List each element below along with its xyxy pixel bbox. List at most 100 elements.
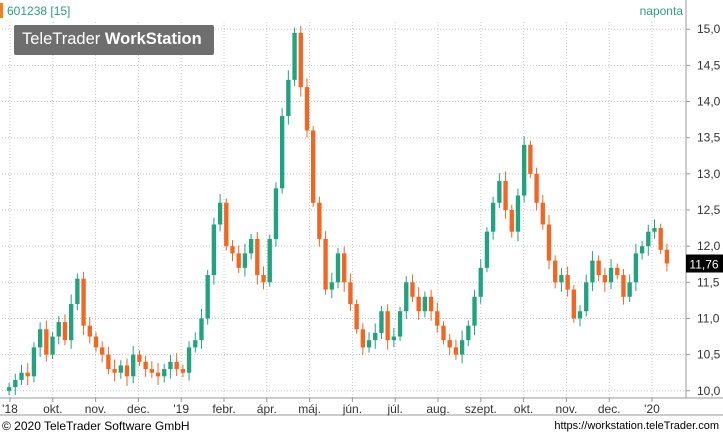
candle-body [565,275,570,290]
candle-body [174,361,179,370]
candle-body [553,260,558,283]
y-tick-label: 15,0 [697,22,721,36]
candle-body [56,322,61,337]
candle-body [25,372,30,377]
candle-body [6,387,12,391]
candle-body [199,318,204,341]
candle-body [205,275,210,319]
x-tick-label: szept. [465,402,497,416]
symbol-label[interactable]: 601238 [15] [7,4,71,18]
candle-body [217,202,223,225]
candle-body [416,296,421,312]
candle-body [317,202,322,239]
candle-body [149,369,155,373]
y-tick-label: 13,5 [697,131,721,145]
candle-body [162,369,167,377]
candle-body [342,253,347,283]
candles [6,25,670,396]
candle-body [68,304,74,341]
watermark-logo [14,25,214,55]
candle-body [453,347,459,355]
x-tick-label: '19 [173,402,189,416]
candle-body [646,231,651,247]
candle-body [379,311,384,333]
candle-body [627,282,632,297]
candle-body [435,311,440,326]
candle-body [211,224,217,276]
x-tick-label: dec. [127,402,150,416]
x-tick-label: aug. [426,402,449,416]
candle-body [608,267,614,283]
candle-body [459,340,465,355]
candle-body [615,267,620,276]
candle-body [131,354,136,377]
candle-body [534,173,539,203]
candle-body [248,238,254,254]
candle-body [602,275,608,283]
x-tick-label: júl. [387,402,403,416]
candle-body [329,282,334,290]
candle-body [13,379,18,388]
candle-body [112,369,117,373]
y-tick-label: 12,0 [697,239,721,253]
x-tick-label: ápr. [257,402,277,416]
x-tick-label: okt. [43,402,62,416]
candle-body [348,282,353,304]
last-price-label: 11,76 [689,258,718,272]
candle-body [633,253,639,283]
interval-label[interactable]: naponta [639,4,683,18]
candle-body [584,282,589,312]
candle-body [230,246,235,254]
watermark-brand-bold: WorkStation [104,30,202,48]
candle-body [422,296,428,312]
candle-body [292,32,297,80]
candle-body [652,228,657,232]
x-tick-label: okt. [514,402,533,416]
y-tick-label: 14,0 [697,95,721,109]
candle-body [664,249,670,264]
footer-url[interactable]: https://workstation.teleTrader.com [554,420,719,432]
x-tick-label: febr. [212,402,235,416]
candle-body [391,336,397,341]
candle-body [404,282,409,312]
candle-body [658,228,663,250]
grid [2,22,686,398]
candle-body [521,144,527,196]
y-tick-label: 14,5 [697,58,721,72]
candle-body [62,322,68,341]
candle-body [50,336,55,355]
candle-body [304,87,310,131]
candle-body [397,311,403,337]
candle-body [255,238,260,276]
candle-body [168,361,173,370]
candle-body [335,253,341,283]
candle-body [577,311,583,319]
candle-body [100,347,105,355]
candle-body [497,181,502,203]
candle-body [298,32,303,88]
candle-body [224,202,229,247]
candle-body [596,260,601,276]
candle-body [571,289,576,319]
candle-body [472,296,477,326]
candle-body [273,188,279,239]
candle-body [354,304,359,330]
x-tick-label: nov. [556,402,578,416]
candle-body [478,267,483,297]
candle-body [279,116,285,189]
candle-body [373,332,378,341]
symbol-marker [0,3,3,18]
x-tick-label: '20 [644,402,660,416]
candle-body [360,329,365,348]
candle-body [540,202,545,225]
candle-body [75,278,80,304]
candle-body [484,231,490,268]
candle-body [93,336,99,348]
y-tick-label: 13,0 [697,167,721,181]
axes: 10,0 10,5 11,0 11,5 12,0 12,5 13,0 13,5 14,0 14,5… [0,0,723,416]
candle-body [323,238,328,290]
candle-body [286,79,291,116]
candle-body [385,311,390,341]
x-tick-label: '18 [2,402,18,416]
